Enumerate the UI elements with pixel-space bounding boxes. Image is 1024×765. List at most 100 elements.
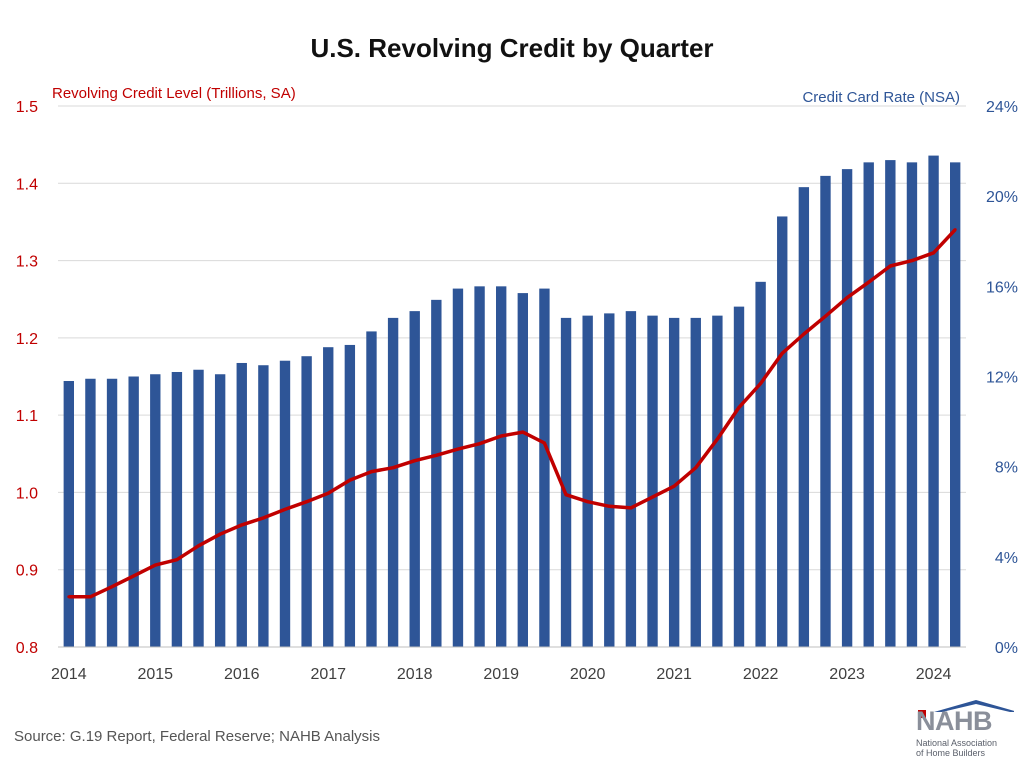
bar — [777, 216, 788, 647]
line-point — [932, 251, 936, 255]
line-point — [867, 280, 871, 284]
right-tick-label: 8% — [995, 460, 1018, 477]
bar — [193, 369, 204, 647]
bar — [820, 175, 831, 648]
x-tick-label: 2020 — [570, 666, 606, 683]
bar — [279, 360, 291, 647]
line-point — [456, 447, 460, 451]
line-point — [542, 441, 546, 445]
bar — [431, 299, 442, 647]
left-tick-label: 0.9 — [16, 563, 38, 580]
bar — [733, 306, 745, 647]
bar — [647, 315, 658, 647]
right-tick-label: 20% — [986, 189, 1018, 206]
line-point — [823, 314, 827, 318]
right-tick-label: 16% — [986, 279, 1018, 296]
bar — [906, 162, 918, 647]
line-point — [283, 507, 287, 511]
bar — [517, 293, 528, 647]
x-tick-label: 2019 — [483, 666, 519, 683]
bar — [236, 362, 247, 647]
line-point — [88, 595, 92, 599]
bar — [668, 317, 680, 647]
left-tick-label: 1.1 — [16, 408, 38, 425]
line-point — [953, 228, 957, 232]
x-tick-label: 2018 — [397, 666, 433, 683]
x-tick-label: 2023 — [829, 666, 865, 683]
bar — [582, 315, 593, 647]
bar — [258, 365, 269, 647]
left-tick-label: 1.3 — [16, 254, 38, 271]
logo-wordmark: NAHB — [916, 706, 993, 736]
right-axis-label: Credit Card Rate (NSA) — [802, 89, 960, 106]
line-point — [261, 516, 265, 520]
bar — [344, 344, 356, 647]
x-tick-label: 2022 — [743, 666, 779, 683]
line-point — [153, 563, 157, 567]
bar — [755, 281, 766, 647]
line-point — [326, 491, 330, 495]
bar — [171, 371, 183, 647]
line-point — [175, 558, 179, 562]
bar — [85, 378, 96, 647]
bar — [863, 162, 874, 647]
bar — [452, 288, 464, 647]
bar — [690, 317, 701, 647]
bar — [474, 286, 485, 647]
chart-title: U.S. Revolving Credit by Quarter — [310, 33, 714, 63]
bar-series — [63, 155, 961, 648]
right-tick-label: 0% — [995, 640, 1018, 657]
left-tick-label: 1.0 — [16, 485, 38, 502]
x-tick-label: 2024 — [916, 666, 952, 683]
line-point — [67, 595, 71, 599]
bar — [798, 187, 810, 647]
line-point — [478, 442, 482, 446]
bar — [625, 311, 637, 647]
left-tick-label: 0.8 — [16, 640, 38, 657]
line-point — [694, 466, 698, 470]
house-roof-icon — [918, 700, 1014, 718]
line-point — [607, 504, 611, 508]
bar — [106, 378, 118, 647]
line-point — [240, 523, 244, 527]
line-point — [499, 434, 503, 438]
bar — [885, 160, 896, 647]
line-point — [586, 500, 590, 504]
line-point — [759, 381, 763, 385]
line-point — [910, 259, 914, 263]
nahb-logo: NAHB National Association of Home Builde… — [914, 700, 1014, 762]
line-point — [737, 405, 741, 409]
source-note: Source: G.19 Report, Federal Reserve; NA… — [14, 728, 380, 745]
x-tick-label: 2017 — [310, 666, 346, 683]
line-path — [68, 228, 957, 599]
line-point — [434, 453, 438, 457]
x-tick-label: 2015 — [137, 666, 173, 683]
bar — [323, 347, 334, 647]
right-tick-label: 24% — [986, 99, 1018, 116]
bar — [387, 317, 399, 647]
bar — [128, 376, 139, 647]
bar — [950, 162, 961, 647]
x-tick-label: 2014 — [51, 666, 87, 683]
right-tick-label: 12% — [986, 370, 1018, 387]
line-point — [651, 495, 655, 499]
line-point — [715, 437, 719, 441]
left-tick-label: 1.2 — [16, 331, 38, 348]
line-point — [110, 585, 114, 589]
bar — [150, 374, 161, 647]
bar — [539, 288, 550, 647]
line-point — [672, 484, 676, 488]
bar — [560, 317, 572, 647]
line-point — [888, 264, 892, 268]
logo-line-2: of Home Builders — [916, 748, 986, 758]
line-point — [391, 466, 395, 470]
bar — [928, 155, 939, 647]
left-tick-label: 1.5 — [16, 99, 38, 116]
line-point — [305, 500, 309, 504]
line-point — [780, 351, 784, 355]
line-point — [197, 544, 201, 548]
line-point — [413, 459, 417, 463]
bar — [841, 169, 853, 647]
line-point — [521, 430, 525, 434]
